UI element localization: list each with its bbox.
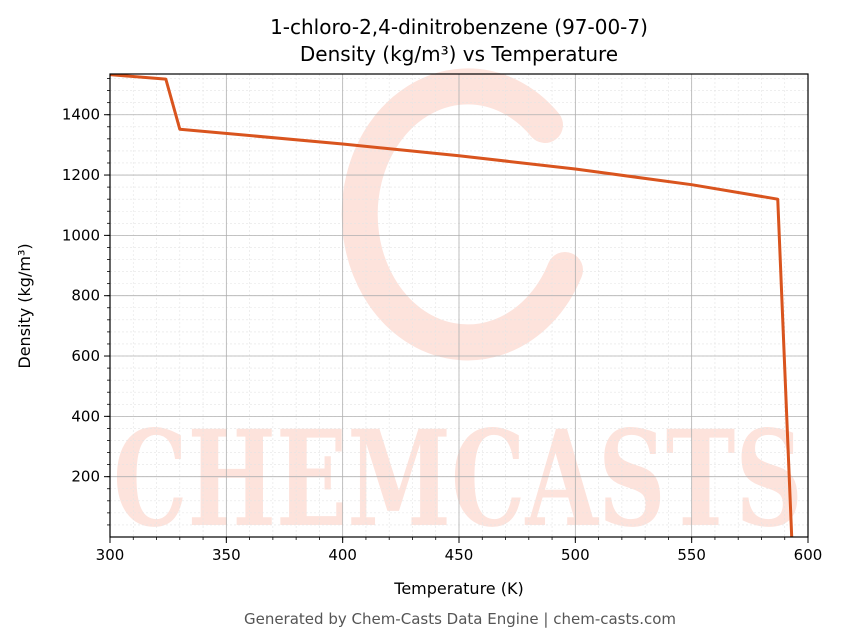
chart-title: 1-chloro-2,4-dinitrobenzene (97-00-7) [270, 15, 648, 39]
y-axis-label: Density (kg/m³) [15, 243, 34, 368]
density-series-line [110, 74, 794, 537]
series-layer [110, 74, 794, 537]
ticks-layer: 300 350 400 450 500 550 600 200 400 600 800 1000 120… [62, 78, 823, 564]
y-tick-label: 1000 [62, 226, 100, 244]
y-tick-label: 600 [71, 347, 100, 365]
y-tick-label: 800 [71, 287, 100, 305]
x-tick-label: 450 [445, 546, 474, 564]
x-tick-label: 550 [677, 546, 706, 564]
x-tick-label: 350 [212, 546, 241, 564]
y-tick-label: 200 [71, 468, 100, 486]
svg-text:CHEMCASTS: CHEMCASTS [113, 402, 803, 557]
x-tick-label: 400 [328, 546, 357, 564]
x-tick-label: 600 [794, 546, 823, 564]
x-tick-label: 300 [96, 546, 125, 564]
y-tick-label: 1200 [62, 166, 100, 184]
x-tick-label: 500 [561, 546, 590, 564]
footer-credit: Generated by Chem-Casts Data Engine | ch… [244, 610, 676, 628]
x-axis-label: Temperature (K) [393, 579, 523, 598]
chart-subtitle: Density (kg/m³) vs Temperature [300, 42, 618, 66]
y-tick-label: 1400 [62, 106, 100, 124]
chemcasts-watermark: CHEMCASTS [113, 68, 803, 557]
y-tick-label: 400 [71, 407, 100, 425]
